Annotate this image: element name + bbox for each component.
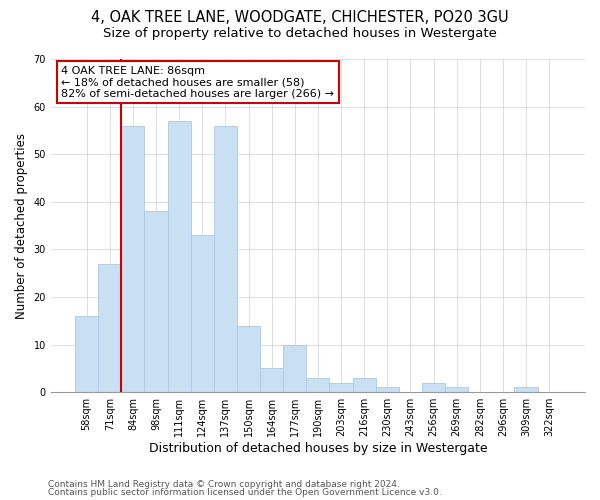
Bar	[121, 126, 145, 392]
Text: Contains public sector information licensed under the Open Government Licence v3: Contains public sector information licen…	[48, 488, 442, 497]
Bar	[260, 368, 283, 392]
Bar	[307, 378, 329, 392]
X-axis label: Distribution of detached houses by size in Westergate: Distribution of detached houses by size …	[149, 442, 487, 455]
Bar	[376, 388, 399, 392]
Bar	[353, 378, 376, 392]
Bar	[329, 382, 353, 392]
Bar	[167, 121, 191, 392]
Bar	[283, 344, 307, 392]
Bar	[237, 326, 260, 392]
Bar	[422, 382, 445, 392]
Bar	[514, 388, 538, 392]
Bar	[145, 212, 167, 392]
Text: Size of property relative to detached houses in Westergate: Size of property relative to detached ho…	[103, 28, 497, 40]
Bar	[75, 316, 98, 392]
Bar	[191, 235, 214, 392]
Text: 4, OAK TREE LANE, WOODGATE, CHICHESTER, PO20 3GU: 4, OAK TREE LANE, WOODGATE, CHICHESTER, …	[91, 10, 509, 25]
Bar	[214, 126, 237, 392]
Bar	[98, 264, 121, 392]
Text: Contains HM Land Registry data © Crown copyright and database right 2024.: Contains HM Land Registry data © Crown c…	[48, 480, 400, 489]
Text: 4 OAK TREE LANE: 86sqm
← 18% of detached houses are smaller (58)
82% of semi-det: 4 OAK TREE LANE: 86sqm ← 18% of detached…	[61, 66, 334, 99]
Bar	[445, 388, 468, 392]
Y-axis label: Number of detached properties: Number of detached properties	[15, 132, 28, 318]
